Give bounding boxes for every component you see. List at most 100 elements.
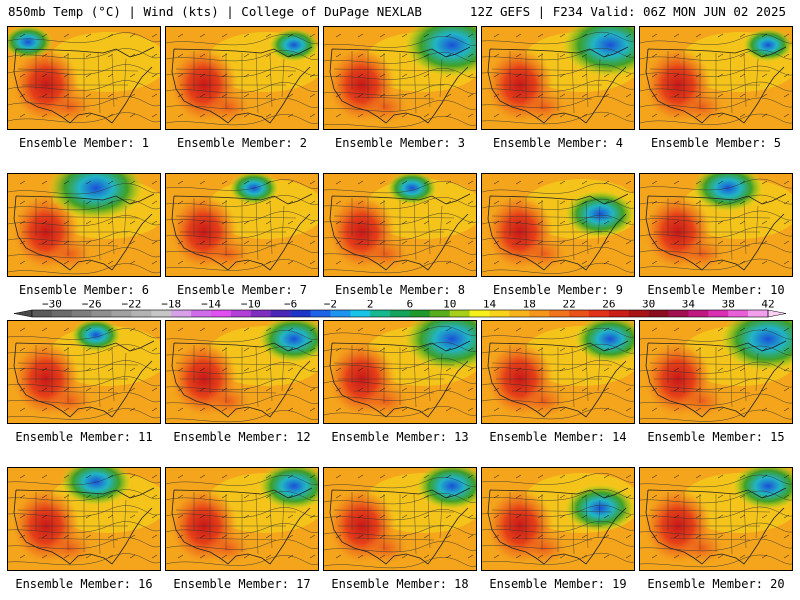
colorbar-outline <box>31 309 769 318</box>
height-contours <box>324 477 476 569</box>
colorbar-bin <box>449 310 470 317</box>
ensemble-member-map[interactable] <box>481 320 635 424</box>
height-contours <box>482 182 634 274</box>
colorbar-bin <box>668 310 689 317</box>
country-outline <box>13 46 155 124</box>
ensemble-member-label: Ensemble Member: 5 <box>650 136 782 150</box>
height-contours <box>8 328 160 420</box>
ensemble-member-map[interactable] <box>7 173 161 277</box>
ensemble-member-map[interactable] <box>323 173 477 277</box>
wind-barbs <box>335 180 474 265</box>
colorbar-max-arrow <box>767 309 787 318</box>
colorbar-tick-label: −26 <box>82 300 102 311</box>
wind-barbs <box>335 327 474 412</box>
country-outline <box>645 193 787 271</box>
map-canvas <box>324 174 476 276</box>
ensemble-member-map[interactable] <box>165 467 319 571</box>
map-canvas <box>166 174 318 276</box>
ensemble-member-map[interactable] <box>165 320 319 424</box>
warm-anomaly <box>680 385 724 417</box>
colorbar-bin <box>409 310 431 317</box>
ensemble-member-map[interactable] <box>7 26 161 130</box>
warm-anomaly <box>522 385 566 417</box>
colorbar-tick-label: 2 <box>367 300 374 311</box>
ensemble-member-map[interactable] <box>323 26 477 130</box>
colorbar-bin <box>310 310 331 317</box>
wind-barbs <box>19 327 158 412</box>
state-borders <box>17 198 139 261</box>
height-contours <box>324 326 476 417</box>
ensemble-member-map[interactable] <box>7 467 161 571</box>
ensemble-member-label: Ensemble Member: 14 <box>489 430 627 444</box>
warm-anomaly <box>206 91 250 123</box>
warm-anomaly <box>48 385 92 417</box>
ensemble-member-label: Ensemble Member: 7 <box>176 283 308 297</box>
wind-barbs <box>493 180 632 265</box>
warm-anomaly <box>680 532 724 564</box>
colorbar-bin <box>370 310 391 317</box>
state-borders <box>491 198 613 261</box>
wind-barbs <box>651 327 790 412</box>
state-borders <box>649 345 771 408</box>
map-canvas <box>482 468 634 570</box>
cold-trough <box>403 321 476 372</box>
colorbar-min-arrow <box>13 309 33 318</box>
colorbar-tick-label: 26 <box>602 300 615 311</box>
ensemble-member-map[interactable] <box>7 320 161 424</box>
country-outline <box>645 46 787 124</box>
ensemble-member-label: Ensemble Member: 16 <box>15 577 153 591</box>
ensemble-member-map[interactable] <box>481 173 635 277</box>
ensemble-member-map[interactable] <box>639 173 793 277</box>
colorbar-bin <box>688 310 709 317</box>
wind-barbs <box>493 474 632 559</box>
height-contours <box>482 31 634 125</box>
colorbar-tick-label: 30 <box>642 300 655 311</box>
state-borders <box>175 198 297 261</box>
ensemble-member-map[interactable] <box>639 467 793 571</box>
map-canvas <box>8 174 160 276</box>
ensemble-member-label: Ensemble Member: 11 <box>15 430 153 444</box>
wind-barbs <box>177 33 316 118</box>
colorbar-bin <box>569 310 590 317</box>
cold-trough <box>564 484 634 532</box>
cold-trough <box>70 321 122 352</box>
colorbar-bin <box>469 310 490 317</box>
colorbar-tick-label: −14 <box>201 300 221 311</box>
map-canvas <box>166 321 318 423</box>
ensemble-member-label: Ensemble Member: 12 <box>173 430 311 444</box>
wind-barbs <box>335 33 474 118</box>
ensemble-member-map[interactable] <box>165 26 319 130</box>
colorbar-bin <box>51 310 73 317</box>
ensemble-member-map[interactable] <box>323 467 477 571</box>
ensemble-member-map[interactable] <box>639 26 793 130</box>
colorbar-bin <box>648 310 669 317</box>
colorbar-bin <box>171 310 192 317</box>
warm-anomaly <box>364 385 408 417</box>
cold-trough <box>403 27 476 78</box>
header-title: 850mb Temp (°C) | Wind (kts) | College o… <box>8 4 422 19</box>
ensemble-member-map[interactable] <box>481 467 635 571</box>
colorbar-bin <box>390 310 411 317</box>
colorbar-bin <box>748 310 769 317</box>
state-borders <box>333 492 455 555</box>
ensemble-member-label: Ensemble Member: 1 <box>18 136 150 150</box>
colorbar-tick-label: −18 <box>161 300 181 311</box>
country-outline <box>645 487 787 565</box>
colorbar-bin <box>211 310 232 317</box>
colorbar-tick-label: 6 <box>407 300 414 311</box>
ensemble-member-map[interactable] <box>639 320 793 424</box>
cold-trough <box>692 174 764 212</box>
ensemble-member-map[interactable] <box>165 173 319 277</box>
cold-trough <box>258 468 318 510</box>
warm-anomaly <box>364 91 408 123</box>
colorbar-tick-label: −30 <box>42 300 62 311</box>
ensemble-member-label: Ensemble Member: 4 <box>492 136 624 150</box>
map-canvas <box>482 174 634 276</box>
wind-barbs <box>19 33 158 118</box>
colorbar-tick-label: −2 <box>324 300 337 311</box>
colorbar-tick-label: −6 <box>284 300 297 311</box>
colorbar-bin <box>330 310 351 317</box>
ensemble-member-map[interactable] <box>481 26 635 130</box>
ensemble-member-map[interactable] <box>323 320 477 424</box>
height-contours <box>640 474 792 568</box>
